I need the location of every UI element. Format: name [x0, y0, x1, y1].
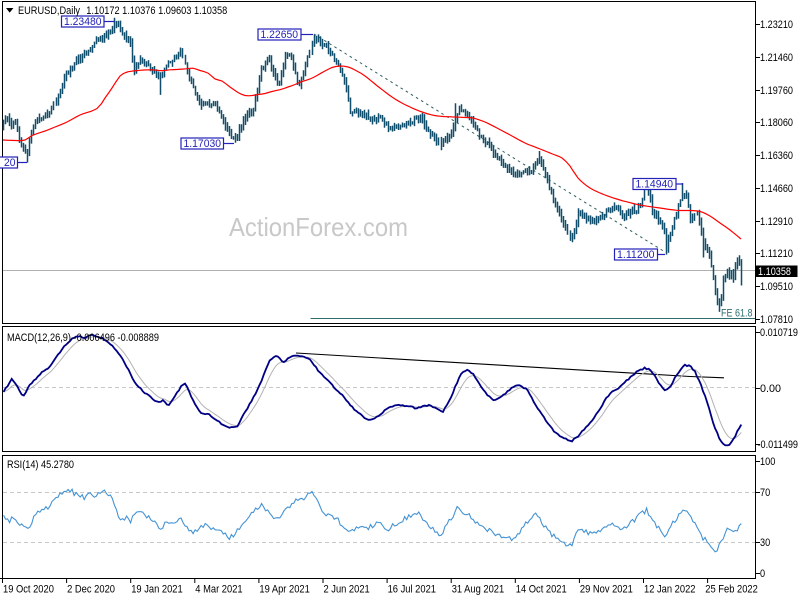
- svg-text:EURUSD,Daily: EURUSD,Daily: [18, 5, 80, 17]
- svg-text:1.12910: 1.12910: [760, 216, 793, 228]
- svg-text:ActionForex.com: ActionForex.com: [229, 212, 408, 242]
- svg-text:1.16360: 1.16360: [760, 150, 793, 162]
- svg-text:4 Mar 2021: 4 Mar 2021: [195, 584, 242, 596]
- svg-text:0.010719: 0.010719: [760, 327, 798, 339]
- svg-text:1.19760: 1.19760: [760, 85, 793, 97]
- svg-text:1.23210: 1.23210: [760, 19, 793, 31]
- svg-text:MACD(12,26,9) -0.006496 -0.008: MACD(12,26,9) -0.006496 -0.008889: [7, 332, 159, 344]
- svg-text:2 Dec 2020: 2 Dec 2020: [67, 584, 115, 596]
- svg-text:1.10172 1.10376 1.09603 1.1035: 1.10172 1.10376 1.09603 1.10358: [86, 5, 227, 17]
- svg-text:1.22650: 1.22650: [261, 29, 299, 41]
- svg-text:1.14940: 1.14940: [636, 179, 674, 191]
- svg-text:1.14660: 1.14660: [760, 183, 793, 195]
- svg-text:14 Oct 2021: 14 Oct 2021: [516, 584, 567, 596]
- svg-text:19 Apr 2021: 19 Apr 2021: [259, 584, 309, 596]
- svg-text:1.07810: 1.07810: [760, 314, 793, 326]
- svg-text:RSI(14) 45.2780: RSI(14) 45.2780: [7, 459, 74, 471]
- svg-text:0: 0: [760, 568, 765, 580]
- svg-text:25 Feb 2022: 25 Feb 2022: [705, 584, 758, 596]
- svg-text:19 Oct 2020: 19 Oct 2020: [3, 584, 54, 596]
- svg-text:1.23480: 1.23480: [64, 16, 102, 28]
- svg-text:1.21460: 1.21460: [760, 52, 793, 64]
- svg-text:19 Jan 2021: 19 Jan 2021: [131, 584, 183, 596]
- svg-text:FE 61.8: FE 61.8: [721, 308, 753, 320]
- svg-text:1.09510: 1.09510: [760, 281, 793, 293]
- svg-text:12 Jan 2022: 12 Jan 2022: [644, 584, 696, 596]
- svg-text:100: 100: [760, 456, 775, 468]
- svg-text:20: 20: [4, 157, 16, 169]
- svg-text:1.18060: 1.18060: [760, 117, 793, 129]
- svg-text:-0.011499: -0.011499: [758, 439, 799, 451]
- svg-text:30: 30: [760, 537, 770, 549]
- svg-text:1.11200: 1.11200: [617, 249, 655, 261]
- svg-text:16 Jul 2021: 16 Jul 2021: [388, 584, 436, 596]
- svg-text:70: 70: [760, 487, 770, 499]
- svg-text:29 Nov 2021: 29 Nov 2021: [580, 584, 633, 596]
- svg-text:2 Jun 2021: 2 Jun 2021: [324, 584, 370, 596]
- svg-text:1.11210: 1.11210: [760, 248, 793, 260]
- svg-text:1.17030: 1.17030: [184, 138, 222, 150]
- svg-text:31 Aug 2021: 31 Aug 2021: [452, 584, 505, 596]
- svg-text:1.10358: 1.10358: [758, 266, 791, 278]
- svg-text:0.00: 0.00: [760, 383, 781, 395]
